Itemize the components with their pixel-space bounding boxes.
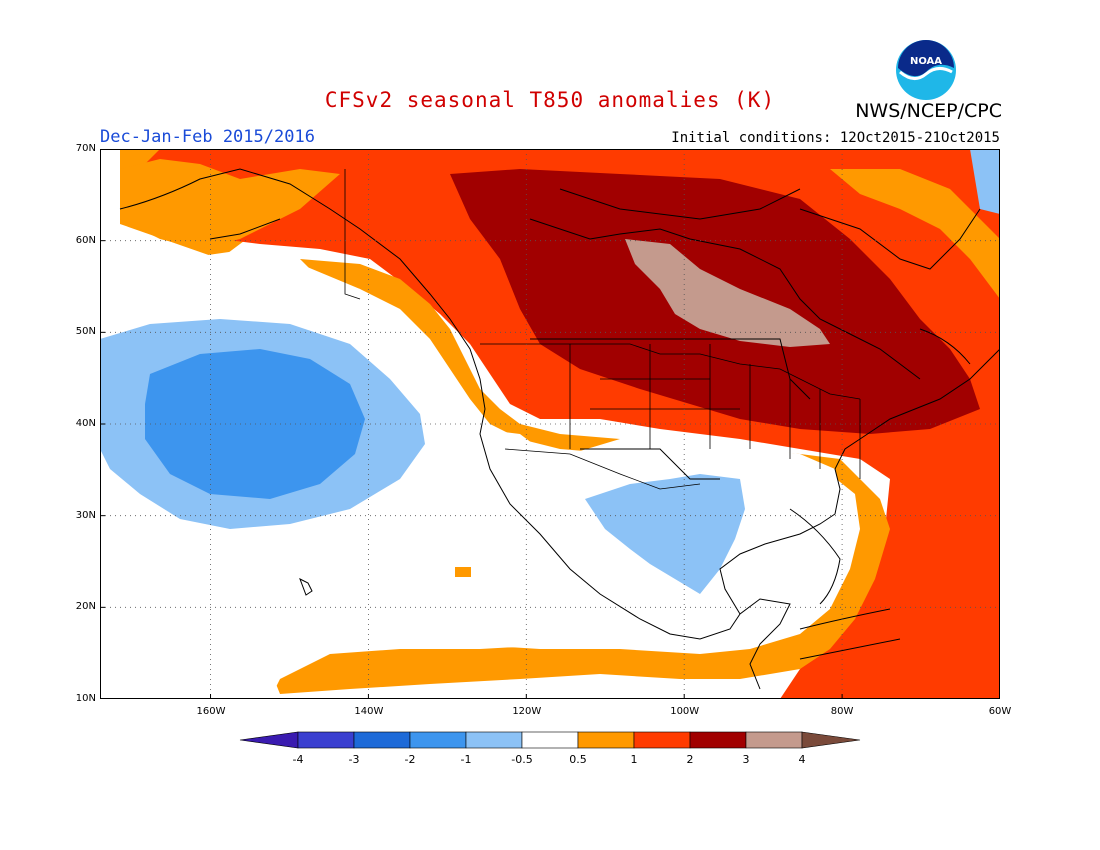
lat-tick-label: 20N [75,601,96,613]
lon-tick-label: 140W [354,706,384,717]
lat-tick-label: 30N [75,509,96,521]
colorbar-label: 1 [631,753,638,766]
colorbar-swatch [633,731,691,749]
colorbar-label: -0.5 [511,753,532,766]
anomaly-region-warm-4 [625,239,830,347]
season-label: Dec-Jan-Feb 2015/2016 [100,127,315,147]
anomaly-region-warm-1-coast [120,159,340,249]
anomaly-spot [455,567,471,577]
organization: NWS/NCEP/CPC [855,100,1002,122]
colorbar-arrow-high [801,731,861,749]
colorbar-swatch [577,731,635,749]
logo-text: NOAA [910,56,942,67]
initial-conditions: Initial conditions: 12Oct2015-21Oct2015 [671,130,1000,146]
borders [344,169,861,490]
anomaly-region-cold-1-greenland [970,149,1000,214]
colorbar-swatch [521,731,579,749]
colorbar-label: -4 [293,753,304,766]
colorbar-swatch [465,731,523,749]
colorbar: -4 -3 -2 -1 -0.5 0.5 1 2 3 4 [239,731,861,766]
coastlines [119,168,1000,690]
lon-tick-label: 160W [196,706,226,717]
colorbar-label: 0.5 [569,753,587,766]
lon-tick-label: 100W [670,706,700,717]
colorbar-label: 2 [687,753,694,766]
noaa-logo: NOAA [896,40,956,100]
colorbar-label: -1 [461,753,472,766]
lat-tick-label: 60N [75,234,96,246]
anomaly-region-warm-1-ne [830,169,1000,299]
lat-tick-label: 50N [75,326,96,338]
lat-tick-label: 40N [75,418,96,429]
colorbar-swatch [297,731,355,749]
colorbar-label: -2 [405,753,416,766]
gridlines [100,149,1000,699]
colorbar-swatch [409,731,467,749]
colorbar-swatch [745,731,803,749]
colorbar-swatch [353,731,411,749]
colorbar-arrow-low [239,731,299,749]
lat-tick-label: 10N [75,693,96,704]
map-title: CFSv2 seasonal T850 anomalies (K) [324,88,776,112]
lon-tick-label: 60W [988,706,1012,717]
colorbar-swatch [689,731,747,749]
anomaly-map [100,149,1000,699]
colorbar-label: 3 [743,753,750,766]
lon-tick-label: 120W [512,706,542,717]
lon-tick-label: 80W [830,706,854,717]
lat-tick-label: 70N [75,143,96,154]
colorbar-label: 4 [799,753,806,766]
anomaly-region-cold-1-mexico [585,474,745,594]
colorbar-label: -3 [349,753,360,766]
